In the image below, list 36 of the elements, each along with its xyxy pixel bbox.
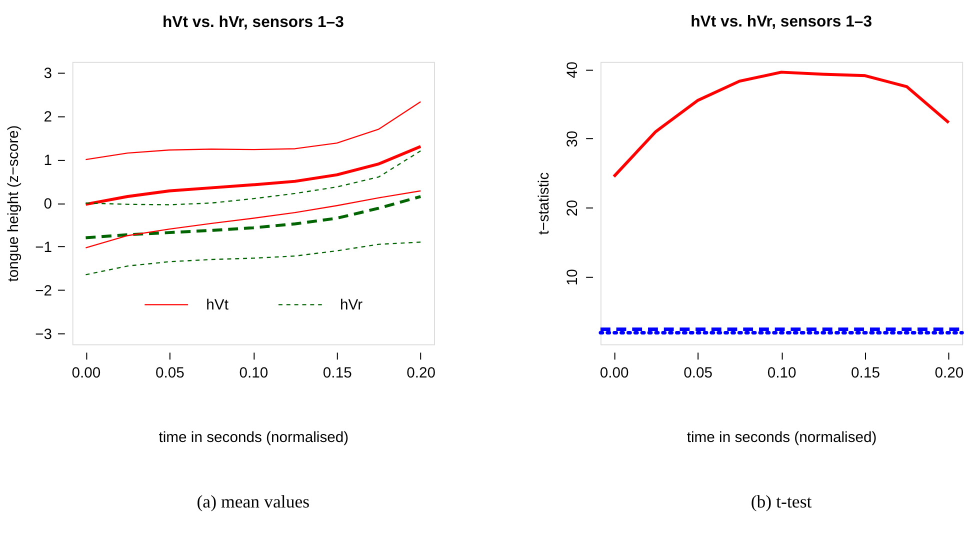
y-tick-label: 1 [44,153,52,170]
chart-title: hVt vs. hVr, sensors 1–3 [162,14,344,32]
x-tick-label: 0.00 [600,365,629,382]
line-series [85,242,422,276]
line-series [84,195,422,240]
y-tick-label: 10 [565,269,582,286]
y-tick-label: −3 [35,326,52,343]
x-tick-label: 0.15 [322,365,352,382]
line-series [85,190,422,248]
x-tick-label: 0.15 [851,365,880,382]
x-tick-label: 0.20 [406,365,436,382]
y-tick-label: 20 [565,200,582,216]
y-tick-label: 2 [44,110,52,126]
x-tick-label: 0.05 [684,365,713,382]
x-axis-title: time in seconds (normalised) [686,430,877,446]
legend-label: hVr [340,298,363,314]
text: (b) t-test [750,492,812,512]
y-tick-label: −2 [35,283,52,300]
x-tick-label: 0.10 [767,365,796,382]
x-tick-label: 0.10 [239,365,268,382]
y-axis-title: t−statistic [536,172,552,235]
y-tick-label: 40 [565,62,582,78]
y-tick-label: 0 [44,196,52,212]
x-tick-label: 0.00 [72,365,101,382]
x-tick-label: 0.20 [934,365,964,382]
legend-label: hVt [206,298,230,314]
y-tick-label: 30 [565,130,582,148]
text: (a) mean values [196,492,310,512]
x-tick-label: 0.05 [155,365,184,382]
chart-title: hVt vs. hVr, sensors 1–3 [690,13,872,30]
y-tick-label: −1 [35,240,52,256]
y-tick-label: 3 [44,66,52,82]
y-axis-title: tongue height (z−score) [6,125,22,282]
x-axis-title: time in seconds (normalised) [158,430,349,446]
line-series [85,101,422,160]
line-series [612,70,950,178]
